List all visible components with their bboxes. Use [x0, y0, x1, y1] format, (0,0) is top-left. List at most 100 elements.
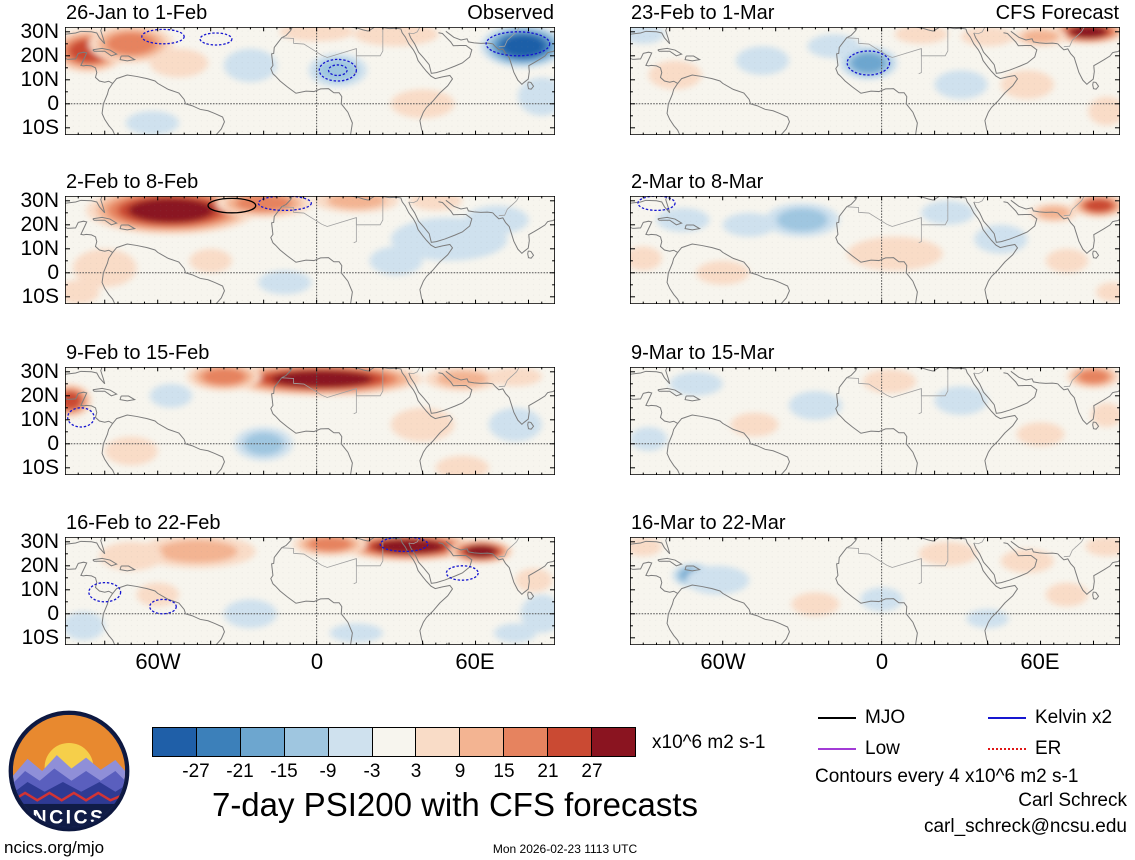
panel-observed-week4: 16-Feb to 22-Feb 30N 20N 10N 0 10S 60W 0…	[20, 512, 555, 674]
x-tick-label: 60E	[1020, 649, 1060, 674]
legend-item-er: ER	[988, 737, 1061, 761]
panel-observed-week1: 26-Jan to 1-Feb Observed 30N 20N 10N 0 1…	[20, 2, 555, 139]
panel-title: 9-Feb to 15-Feb	[66, 342, 210, 364]
colorbar-tick-label: 27	[581, 761, 603, 782]
y-tick-label: 10N	[20, 408, 59, 431]
colorbar-tick-label: 21	[537, 761, 559, 782]
legend-label: ER	[1035, 738, 1062, 759]
x-tick-label: 60W	[135, 649, 181, 674]
map-forecast-week1	[630, 27, 1120, 135]
y-tick-label: 0	[47, 432, 59, 455]
y-tick-label: 10S	[21, 456, 59, 479]
column-header-forecast: CFS Forecast	[995, 2, 1119, 24]
colorbar-units: x10^6 m2 s-1	[652, 732, 766, 753]
legend-label: MJO	[865, 707, 906, 728]
legend-label: Low	[865, 738, 900, 759]
low-line-swatch	[818, 748, 856, 750]
y-tick-label: 10S	[21, 285, 59, 308]
site-url: ncics.org/mjo	[4, 838, 105, 857]
y-tick-label: 20N	[20, 384, 59, 407]
y-tick-label: 0	[47, 261, 59, 284]
y-tick-label: 30N	[20, 189, 59, 212]
map-forecast-week2	[630, 196, 1120, 304]
colorbar-tick-label: -9	[319, 761, 337, 782]
colorbar-cell	[240, 728, 285, 756]
map-forecast-week4	[630, 537, 1120, 645]
y-tick-label: 10N	[20, 68, 59, 91]
logo-mountains-back	[12, 755, 126, 786]
colorbar-cell	[153, 728, 197, 756]
map-forecast-week3	[630, 367, 1120, 475]
er-line-swatch	[988, 748, 1026, 750]
logo-border	[8, 710, 130, 832]
panel-title: 9-Mar to 15-Mar	[631, 342, 775, 364]
colorbar-tick-label: -27	[182, 761, 210, 782]
y-tick-label: 0	[47, 92, 59, 115]
contour-note: Contours every 4 x10^6 m2 s-1	[815, 766, 1079, 787]
y-tick-label: 10S	[21, 116, 59, 139]
colorbar-tick-label: -21	[226, 761, 254, 782]
colorbar-cell	[460, 728, 505, 756]
logo-text: NCICS	[33, 806, 106, 828]
y-tick-label: 10N	[20, 237, 59, 260]
map-observed-week3	[65, 367, 555, 475]
panel-title: 16-Mar to 22-Mar	[631, 512, 786, 534]
y-tick-label: 30N	[20, 530, 59, 553]
y-tick-label: 30N	[20, 360, 59, 383]
colorbar-cell	[284, 728, 329, 756]
panel-forecast-week4: 16-Mar to 22-Mar 60W 0 60E	[630, 512, 1120, 674]
x-tick-label: 60E	[455, 649, 495, 674]
timestamp: Mon 2026-02-23 1113 UTC	[492, 842, 638, 856]
x-tick-label: 0	[875, 649, 889, 674]
colorbar-tick-label: 9	[454, 761, 466, 782]
logo-red-line	[12, 791, 126, 802]
credit-name: Carl Schreck	[1018, 790, 1127, 811]
panel-forecast-week1: 23-Feb to 1-Mar CFS Forecast	[630, 2, 1120, 135]
column-header-observed: Observed	[467, 2, 554, 24]
colorbar-cell	[196, 728, 241, 756]
map-observed-week4	[65, 537, 555, 645]
kelvin-line-swatch	[988, 717, 1026, 719]
y-tick-label: 20N	[20, 554, 59, 577]
y-tick-label: 0	[47, 602, 59, 625]
colorbar-cell	[372, 728, 417, 756]
colorbar-cell	[592, 728, 635, 756]
legend-item-kelvin: Kelvin x2	[988, 706, 1112, 730]
y-tick-label: 20N	[20, 213, 59, 236]
panel-observed-week2: 2-Feb to 8-Feb 30N 20N 10N 0 10S	[20, 171, 555, 308]
colorbar-tick-label: 3	[410, 761, 422, 782]
mjo-line-swatch	[818, 717, 856, 719]
panel-observed-week3: 9-Feb to 15-Feb 30N 20N 10N 0 10S	[20, 342, 555, 479]
legend-item-mjo: MJO	[818, 706, 905, 730]
panel-title: 23-Feb to 1-Mar	[631, 2, 775, 24]
figure-title: 7-day PSI200 with CFS forecasts	[211, 786, 699, 823]
map-observed-week1	[65, 27, 555, 135]
y-tick-label: 30N	[20, 20, 59, 43]
map-observed-week2	[65, 196, 555, 304]
panel-title: 26-Jan to 1-Feb	[66, 2, 208, 24]
panel-title: 2-Feb to 8-Feb	[66, 171, 199, 193]
x-tick-label: 0	[310, 649, 324, 674]
panel-title: 2-Mar to 8-Mar	[631, 171, 764, 193]
ncics-logo: NCICS	[8, 710, 130, 832]
colorbar-cell	[504, 728, 549, 756]
y-tick-label: 10S	[21, 626, 59, 649]
legend-label: Kelvin x2	[1035, 707, 1113, 728]
y-tick-label: 20N	[20, 44, 59, 67]
colorbar-cell	[328, 728, 373, 756]
x-tick-label: 60W	[700, 649, 746, 674]
panel-title: 16-Feb to 22-Feb	[66, 512, 221, 534]
panel-forecast-week2: 2-Mar to 8-Mar	[630, 171, 1120, 304]
colorbar-ticks: -27 -21 -15 -9 -3 3 9 15 21 27	[152, 761, 636, 783]
colorbar-tick-label: -3	[363, 761, 381, 782]
colorbar-tick-label: -15	[270, 761, 298, 782]
colorbar-cell	[416, 728, 461, 756]
credit-email: carl_schreck@ncsu.edu	[923, 816, 1127, 837]
colorbar-tick-label: 15	[493, 761, 515, 782]
panel-forecast-week3: 9-Mar to 15-Mar	[630, 342, 1120, 475]
legend-item-low: Low	[818, 737, 900, 761]
colorbar-cell	[548, 728, 593, 756]
y-tick-label: 10N	[20, 578, 59, 601]
colorbar-cells	[152, 727, 636, 757]
